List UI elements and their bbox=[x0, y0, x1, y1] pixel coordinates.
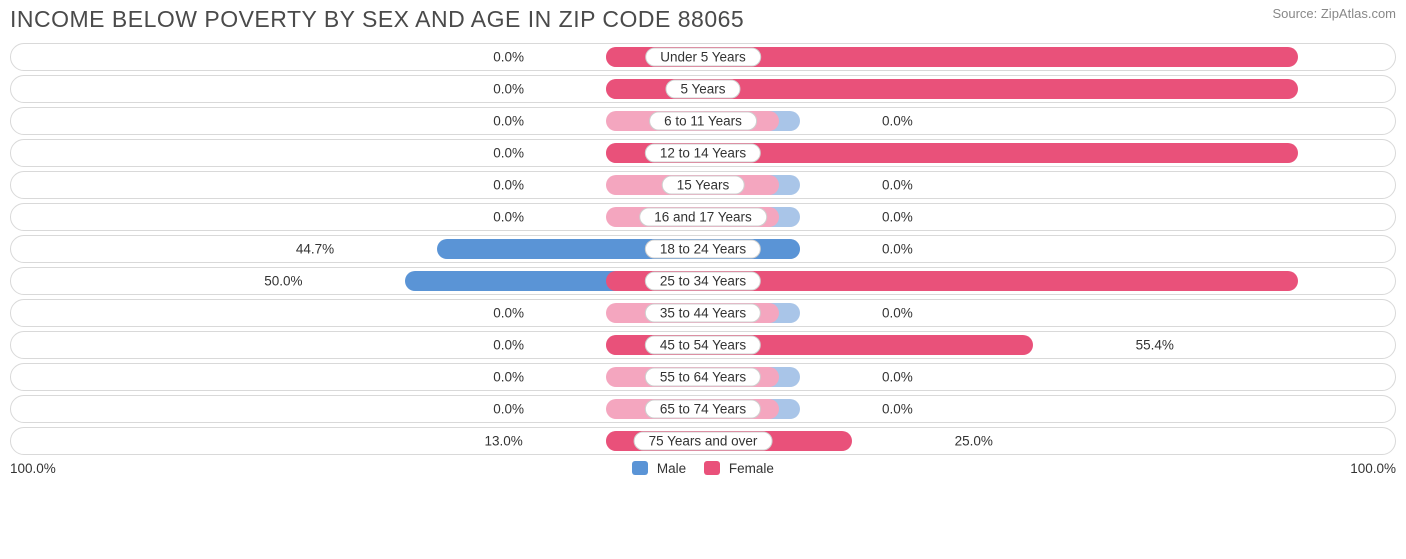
legend-male-label: Male bbox=[657, 461, 686, 476]
row-label: 6 to 11 Years bbox=[649, 112, 757, 131]
female-value: 0.0% bbox=[882, 178, 913, 193]
chart-row: 5 Years 0.0% 100.0% bbox=[10, 75, 1396, 103]
female-value: 100.0% bbox=[1341, 82, 1387, 97]
female-value: 100.0% bbox=[1341, 274, 1387, 289]
chart-row: 15 Years 0.0% 0.0% bbox=[10, 171, 1396, 199]
female-value: 0.0% bbox=[882, 402, 913, 417]
chart-rows: Under 5 Years 0.0% 100.0% 5 Years 0.0% 100.0%… bbox=[10, 43, 1396, 455]
male-swatch-icon bbox=[632, 461, 648, 475]
female-value: 100.0% bbox=[1341, 146, 1387, 161]
legend: Male Female bbox=[632, 461, 774, 476]
male-value: 0.0% bbox=[493, 114, 524, 129]
male-value: 0.0% bbox=[493, 50, 524, 65]
row-label: 55 to 64 Years bbox=[645, 368, 761, 387]
female-value: 0.0% bbox=[882, 306, 913, 321]
legend-female-label: Female bbox=[729, 461, 774, 476]
female-value: 0.0% bbox=[882, 242, 913, 257]
female-value: 0.0% bbox=[882, 370, 913, 385]
row-label: 65 to 74 Years bbox=[645, 400, 761, 419]
row-label: 18 to 24 Years bbox=[645, 240, 761, 259]
chart-row: 55 to 64 Years 0.0% 0.0% bbox=[10, 363, 1396, 391]
female-value: 0.0% bbox=[882, 210, 913, 225]
axis-left-max: 100.0% bbox=[10, 461, 56, 476]
chart-row: 35 to 44 Years 0.0% 0.0% bbox=[10, 299, 1396, 327]
legend-female: Female bbox=[704, 461, 774, 476]
female-value: 25.0% bbox=[955, 434, 993, 449]
male-value: 0.0% bbox=[493, 338, 524, 353]
row-label: 45 to 54 Years bbox=[645, 336, 761, 355]
row-label: Under 5 Years bbox=[645, 48, 761, 67]
row-label: 25 to 34 Years bbox=[645, 272, 761, 291]
row-label: 35 to 44 Years bbox=[645, 304, 761, 323]
chart-row: 45 to 54 Years 0.0% 55.4% bbox=[10, 331, 1396, 359]
male-value: 0.0% bbox=[493, 306, 524, 321]
chart-footer: 100.0% Male Female 100.0% bbox=[10, 461, 1396, 476]
male-value: 0.0% bbox=[493, 370, 524, 385]
male-value: 0.0% bbox=[493, 146, 524, 161]
chart-header: INCOME BELOW POVERTY BY SEX AND AGE IN Z… bbox=[10, 6, 1396, 33]
chart-row: 75 Years and over 13.0% 25.0% bbox=[10, 427, 1396, 455]
chart-row: 18 to 24 Years 44.7% 0.0% bbox=[10, 235, 1396, 263]
male-value: 50.0% bbox=[264, 274, 302, 289]
row-label: 16 and 17 Years bbox=[639, 208, 767, 227]
male-value: 44.7% bbox=[296, 242, 334, 257]
chart-row: Under 5 Years 0.0% 100.0% bbox=[10, 43, 1396, 71]
female-value: 100.0% bbox=[1341, 50, 1387, 65]
row-label: 15 Years bbox=[662, 176, 745, 195]
male-value: 13.0% bbox=[484, 434, 522, 449]
male-value: 0.0% bbox=[493, 178, 524, 193]
row-label: 75 Years and over bbox=[634, 432, 773, 451]
chart-title: INCOME BELOW POVERTY BY SEX AND AGE IN Z… bbox=[10, 6, 744, 33]
chart-row: 65 to 74 Years 0.0% 0.0% bbox=[10, 395, 1396, 423]
male-value: 0.0% bbox=[493, 210, 524, 225]
female-value: 0.0% bbox=[882, 114, 913, 129]
axis-right-max: 100.0% bbox=[1350, 461, 1396, 476]
female-swatch-icon bbox=[704, 461, 720, 475]
chart-row: 25 to 34 Years 50.0% 100.0% bbox=[10, 267, 1396, 295]
chart-row: 16 and 17 Years 0.0% 0.0% bbox=[10, 203, 1396, 231]
row-label: 12 to 14 Years bbox=[645, 144, 761, 163]
row-label: 5 Years bbox=[665, 80, 740, 99]
chart-source: Source: ZipAtlas.com bbox=[1272, 6, 1396, 21]
chart-row: 12 to 14 Years 0.0% 100.0% bbox=[10, 139, 1396, 167]
male-value: 0.0% bbox=[493, 82, 524, 97]
female-value: 55.4% bbox=[1136, 338, 1174, 353]
male-value: 0.0% bbox=[493, 402, 524, 417]
legend-male: Male bbox=[632, 461, 686, 476]
chart-container: INCOME BELOW POVERTY BY SEX AND AGE IN Z… bbox=[0, 0, 1406, 484]
chart-row: 6 to 11 Years 0.0% 0.0% bbox=[10, 107, 1396, 135]
